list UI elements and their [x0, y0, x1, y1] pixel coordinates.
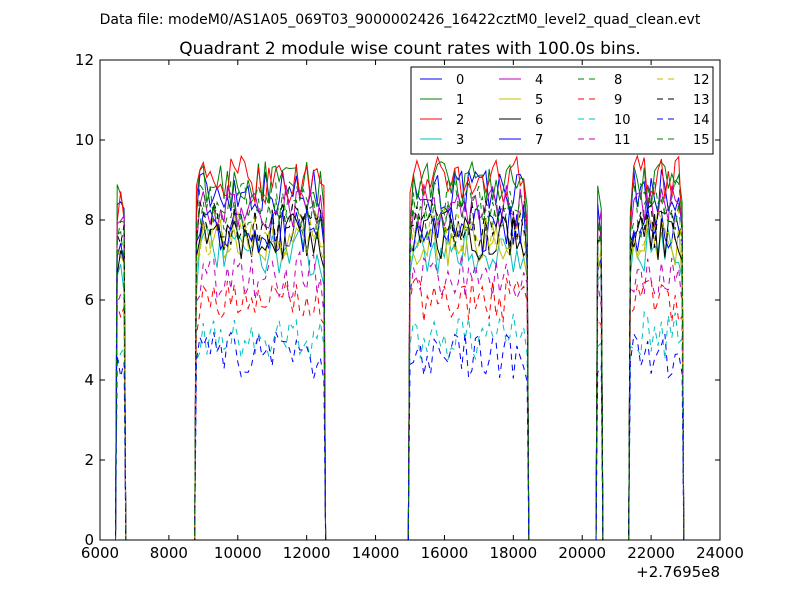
series-line-6: [113, 213, 685, 541]
chart-title: Quadrant 2 module wise count rates with …: [179, 39, 640, 59]
legend-label-14: 14: [693, 113, 710, 128]
y-tick-label: 4: [84, 371, 94, 389]
series-line-4: [113, 184, 685, 541]
legend-label-8: 8: [614, 73, 622, 88]
legend-label-1: 1: [456, 93, 464, 108]
x-tick-label: 8000: [150, 544, 188, 562]
axis-ticks: 6000 8000 10000 12000 14000 16000 18000 20000 22…: [75, 51, 744, 562]
legend-label-4: 4: [535, 73, 543, 88]
x-offset-label: +2.7695e8: [636, 563, 720, 581]
legend-label-9: 9: [614, 93, 622, 108]
legend-label-6: 6: [535, 113, 543, 128]
chart-suptitle: Data file: modeM0/AS1A05_069T03_90000024…: [100, 12, 701, 28]
x-tick-label: 14000: [352, 544, 400, 562]
series-line-10: [113, 310, 685, 541]
series-line-1: [113, 160, 685, 541]
y-tick-label: 8: [84, 211, 94, 229]
x-tick-label: 20000: [558, 544, 606, 562]
y-tick-label: 2: [84, 451, 94, 469]
x-tick-label: 10000: [214, 544, 262, 562]
x-tick-label: 18000: [489, 544, 537, 562]
legend-label-10: 10: [614, 113, 631, 128]
legend-label-0: 0: [456, 73, 464, 88]
legend-label-2: 2: [456, 113, 464, 128]
legend-label-5: 5: [535, 93, 543, 108]
series-line-11: [113, 250, 685, 541]
x-tick-label: 16000: [421, 544, 469, 562]
legend-label-11: 11: [614, 133, 631, 148]
series-line-15: [113, 177, 685, 541]
x-tick-label: 6000: [81, 544, 119, 562]
y-tick-label: 0: [84, 531, 94, 549]
x-tick-label: 22000: [627, 544, 675, 562]
series-line-9: [113, 276, 685, 541]
legend-label-3: 3: [456, 133, 464, 148]
plot-lines: [113, 154, 685, 541]
y-tick-label: 6: [84, 291, 94, 309]
legend-label-12: 12: [693, 73, 710, 88]
series-line-13: [113, 199, 685, 541]
y-tick-label: 10: [75, 131, 94, 149]
series-line-14: [113, 331, 685, 541]
legend-label-15: 15: [693, 133, 710, 148]
x-tick-label: 24000: [696, 544, 744, 562]
x-tick-label: 12000: [283, 544, 331, 562]
y-tick-label: 12: [75, 51, 94, 69]
legend-label-13: 13: [693, 93, 710, 108]
series-line-8: [113, 192, 685, 541]
legend-label-7: 7: [535, 133, 543, 148]
